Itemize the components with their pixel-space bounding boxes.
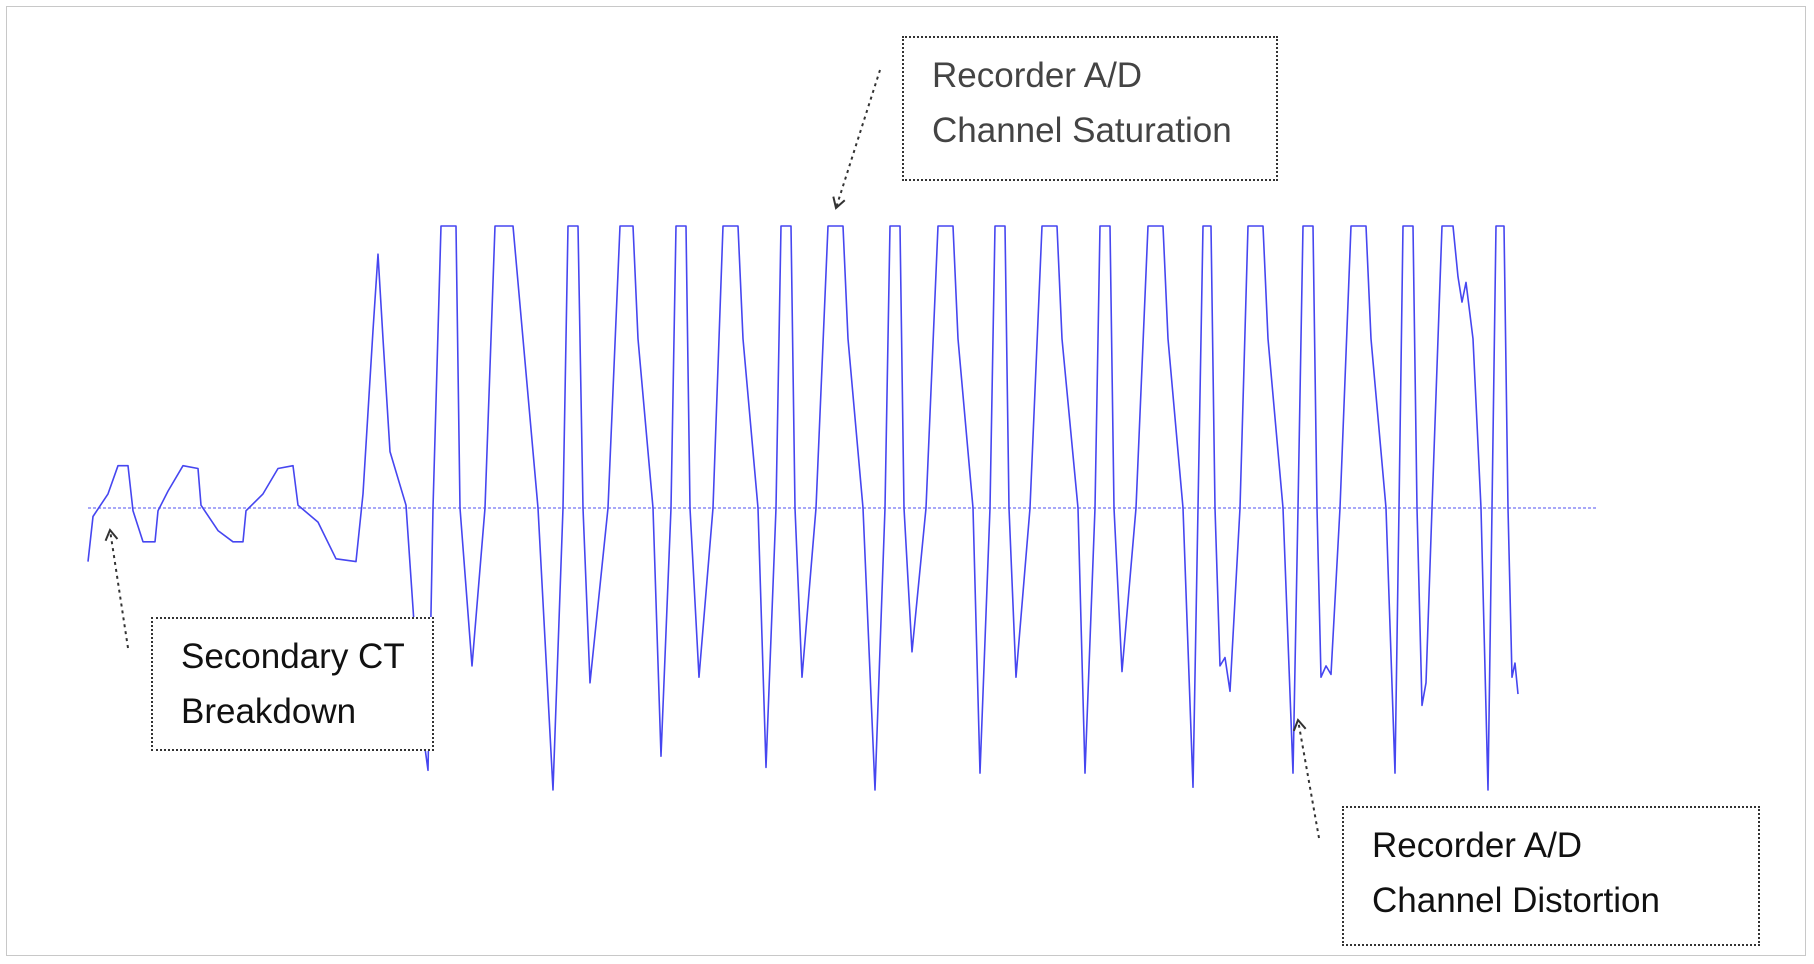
breakdown-callout-line2: Breakdown xyxy=(181,692,357,731)
breakdown-callout-line1: Secondary CT xyxy=(181,637,405,676)
breakdown-arrow xyxy=(104,528,129,649)
saturation-arrow xyxy=(832,69,881,210)
saturation-callout: Recorder A/D Channel Saturation xyxy=(902,36,1278,181)
distortion-arrow xyxy=(1292,718,1320,839)
current-waveform xyxy=(87,225,1519,791)
distortion-callout-line2: Channel Distortion xyxy=(1372,881,1660,920)
distortion-callout-line1: Recorder A/D xyxy=(1372,826,1583,865)
saturation-callout-line1: Recorder A/D xyxy=(932,56,1143,95)
saturation-callout-line2: Channel Saturation xyxy=(932,111,1232,150)
distortion-callout: Recorder A/D Channel Distortion xyxy=(1342,806,1760,946)
breakdown-callout: Secondary CT Breakdown xyxy=(151,617,434,751)
